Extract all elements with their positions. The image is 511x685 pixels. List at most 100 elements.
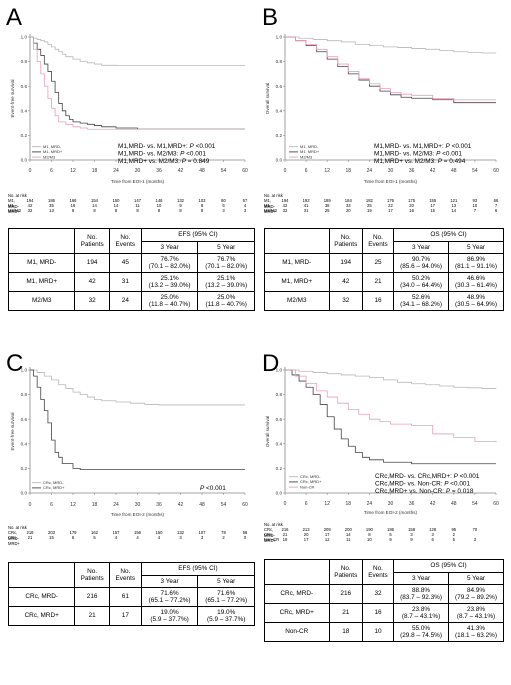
patients-count: 21 [74,606,110,626]
panel-letter-b: B [262,4,279,31]
risk-count: 5 [93,535,96,541]
y-tick-label: 0.4 [276,108,283,113]
patients-count: 216 [328,584,363,604]
risk-row-label: CRc, MRD+ [8,535,20,546]
three-year-estimate: 52.6% (34.1 – 68.2%) [393,291,450,311]
x-tick-label: 54 [472,168,478,174]
header-events: No. Events [361,228,395,254]
row-label: CRc, MRD+ [264,603,330,623]
pvalue-label: CRc,MRD+ vs. Non-CR: P = 0.018 [375,488,474,495]
header-patients: No. Patients [74,562,110,588]
header-events: No. Events [361,559,395,585]
header-events: No. Events [108,562,142,588]
x-tick-label: 6 [50,168,53,174]
legend-label: CRc, MRD+ [300,479,322,484]
risk-count: 107 [198,530,206,536]
three-year-estimate: 71.6% (65.1 – 77.2%) [140,587,199,607]
survival-curve [285,36,496,104]
y-tick-label: 0.6 [21,417,28,422]
risk-count: 175 [408,198,416,204]
risk-row: CRc, MRD- 216 203 179 162 157 156 150 132 107 78 58 [8,530,247,540]
y-axis-label: Event-free survival [10,412,15,450]
risk-count: 8 [179,208,182,214]
risk-count: 146 [155,198,163,204]
survival-curve [30,36,245,130]
risk-count: 3 [431,532,434,538]
os-stats-table-b: No. Patients No. Events OS (95% CI) 3 Year 5… [264,228,504,311]
risk-row-label: M1, MRD- [8,198,19,209]
y-tick-label: 0.2 [21,133,28,138]
header-ci: EFS (95% CI) [140,228,256,242]
y-axis-label: Event-free survival [10,79,15,117]
risk-row-label: M2/M3 [8,208,21,214]
y-tick-label: 0.2 [276,133,283,138]
x-tick-label: 48 [199,168,205,174]
three-year-estimate: 50.2% (34.0 – 64.4%) [393,272,450,292]
risk-count: 216 [26,530,34,536]
risk-count: 25 [367,203,372,209]
table-row: M1, MRD+ 42 21 50.2% (34.0 – 64.4%) 46.6% (3… [264,272,504,292]
risk-count: 93 [472,198,478,204]
header-ci: OS (95% CI) [393,228,504,242]
row-label: M1, MRD- [7,253,76,273]
table-corner [264,559,330,585]
risk-table-title: No. at risk [264,193,283,198]
patients-count: 18 [328,622,363,642]
risk-count: 103 [198,198,206,204]
risk-count: 147 [134,198,141,204]
risk-count: 209 [323,527,331,533]
risk-count: 176 [387,198,394,204]
table-row: M1, MRD- 194 45 76.7% (70.1 – 82.0%) 76.7% (… [7,253,255,273]
risk-count: 157 [112,530,120,536]
x-tick-label: 24 [113,168,119,174]
risk-count: 0 [243,535,247,541]
risk-row: CRc, MRD+ 21 15 6 5 4 4 4 3 3 2 0 [8,535,246,545]
table-corner [7,562,76,588]
risk-count: 6 [431,537,434,543]
efs-stats-table-a: No. Patients No. Events EFS (95% CI) 3 Year… [7,228,256,311]
pvalue-label: M1,MRD+ vs. M2/M3: P = 0.494 [374,158,466,165]
x-axis-label: Time from EOI-1 (months) [111,179,165,184]
survival-curve [30,36,245,67]
risk-count: 158 [408,527,416,533]
header-5-year: 5 Year [197,575,255,588]
header-patients: No. Patients [74,228,110,254]
risk-count: 19 [367,208,372,214]
risk-count: 3 [243,208,247,214]
risk-count: 3 [222,208,225,214]
risk-count: 9 [71,208,75,214]
x-tick-label: 6 [305,501,308,507]
risk-row-label: M1, MRD- [264,198,275,209]
x-axis-label: Time from EOI-2 (months) [364,510,418,515]
risk-count: 5 [389,532,392,538]
table-row: M2/M3 32 16 52.6% (34.1 – 68.2%) 48.9% (30.5… [264,291,504,311]
risk-count: 4 [157,535,161,541]
risk-count: 132 [177,198,184,204]
row-label: CRc, MRD- [7,587,76,607]
risk-count: 10 [472,203,478,209]
x-tick-label: 60 [242,168,248,174]
y-tick-label: 1.0 [21,35,28,40]
risk-count: 9 [389,537,392,543]
row-label: M1, MRD+ [7,272,76,292]
header-3-year: 3 Year [393,572,450,585]
pvalue-label: M1,MRD- vs. M1,MRD+: P <0.001 [374,143,472,150]
risk-count: 184 [344,198,352,204]
risk-row: M1, MRD+ 42 41 38 33 25 22 20 17 13 10 7 [264,203,497,213]
x-tick-label: 42 [430,501,436,507]
y-tick-label: 0.0 [276,491,283,496]
patients-count: 32 [328,291,363,311]
x-tick-label: 42 [430,168,436,174]
x-tick-label: 42 [178,168,184,174]
y-axis-label: Overall survival [265,416,270,447]
risk-count: 17 [430,203,436,209]
patients-count: 42 [74,272,110,292]
risk-count: 57 [242,198,248,204]
header-events: No. Events [108,228,142,254]
risk-count: 203 [48,530,55,536]
x-tick-label: 0 [29,168,32,174]
efs-stats-table-c: No. Patients No. Events EFS (95% CI) 3 Year… [7,562,256,626]
risk-count: 11 [346,537,351,543]
risk-count: 35 [49,203,54,209]
